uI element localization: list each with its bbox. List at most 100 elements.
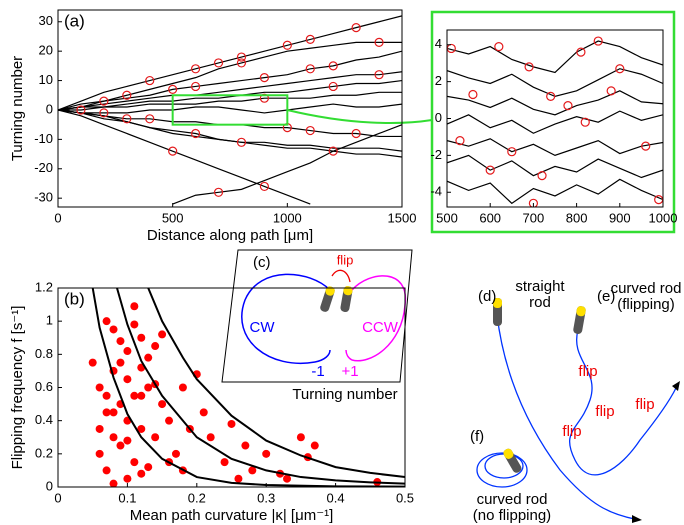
panel-label: (f) <box>470 428 484 445</box>
point <box>102 408 111 417</box>
y-tick-label: -2 <box>430 147 442 162</box>
point <box>109 408 118 417</box>
point <box>102 317 111 326</box>
point <box>144 383 153 392</box>
point <box>130 458 139 467</box>
flip-event <box>282 40 292 50</box>
plot <box>447 36 663 207</box>
inset-frame <box>430 10 676 234</box>
point <box>310 441 319 450</box>
flip-event <box>168 146 178 156</box>
rod-head <box>493 298 502 308</box>
flip-label: flip <box>337 252 354 267</box>
point <box>151 342 160 351</box>
x-tick-label: 0 <box>54 490 61 505</box>
flip-event <box>328 61 338 71</box>
point <box>283 474 292 483</box>
flip-event <box>576 47 586 57</box>
flip-event <box>374 37 384 47</box>
point <box>165 416 174 425</box>
y-tick-label: 4 <box>435 36 442 51</box>
point <box>248 466 257 475</box>
flip-event <box>213 187 224 197</box>
point <box>171 449 180 458</box>
point <box>206 433 215 442</box>
flip-event <box>213 58 224 68</box>
panel-label: (d) <box>478 288 496 305</box>
y-tick-label: 1 <box>46 313 53 328</box>
rod-head <box>503 448 514 459</box>
x-axis-label: Mean path curvature |κ| [μm⁻¹] <box>130 507 334 524</box>
flip-event <box>524 62 534 72</box>
point <box>137 424 146 433</box>
point <box>95 424 104 433</box>
series-line <box>447 178 663 205</box>
zoom-connector <box>287 108 433 124</box>
series-line <box>58 103 402 114</box>
y-tick-label: 0.2 <box>35 445 53 460</box>
path-f <box>476 452 528 488</box>
flip-event <box>537 171 547 181</box>
y-tick-label: 20 <box>39 43 53 58</box>
point <box>109 325 118 334</box>
flip-event <box>191 128 201 139</box>
minus-label: -1 <box>311 363 324 380</box>
panels-def: (d) straight rod (e) curved rod (flippin… <box>470 278 681 524</box>
y-tick-label: 0 <box>435 110 442 125</box>
series-line <box>147 288 405 479</box>
caption: Turning number <box>292 386 397 403</box>
flip-event <box>328 81 338 92</box>
point <box>241 441 250 450</box>
flip-event <box>259 181 269 192</box>
y-tick-label: 10 <box>39 72 53 87</box>
panel-c: (c) flip CW CCW -1 +1 Turning number <box>221 249 413 403</box>
series-line <box>447 154 663 179</box>
x-tick-label: 0 <box>54 210 61 225</box>
point <box>123 474 132 483</box>
flip-event <box>528 198 538 207</box>
flip-event <box>455 136 465 146</box>
point <box>109 433 118 442</box>
point <box>116 358 125 367</box>
flip-event <box>236 137 247 147</box>
panel-label: (a) <box>64 11 85 30</box>
series-line <box>447 138 663 157</box>
x-tick-label: 0.1 <box>118 490 136 505</box>
flip-event <box>641 141 651 151</box>
y-tick-label: 0 <box>46 478 53 493</box>
panel-label: (c) <box>253 254 271 271</box>
flip-event <box>507 147 517 157</box>
arrow-head <box>672 381 680 391</box>
series-line <box>116 288 405 485</box>
flip-event <box>259 93 269 103</box>
point <box>178 383 187 392</box>
point <box>262 449 271 458</box>
zoom-box <box>171 94 289 126</box>
point <box>151 433 160 442</box>
x-tick-label: 1000 <box>273 210 302 225</box>
x-tick-label: 500 <box>436 210 458 225</box>
series-line <box>58 109 402 138</box>
flip-label: flip <box>635 396 654 413</box>
series-line <box>447 40 663 74</box>
y-tick-label: 0 <box>46 101 53 116</box>
y-tick-label: 0.8 <box>35 346 53 361</box>
point <box>137 469 146 478</box>
series-line <box>58 71 402 111</box>
point <box>158 330 167 339</box>
arrow-head <box>632 515 642 523</box>
flip-label: flip <box>562 423 581 440</box>
flip-event <box>580 117 590 127</box>
point <box>137 391 146 400</box>
point <box>137 333 146 342</box>
point <box>109 479 118 487</box>
series-line <box>58 109 402 152</box>
flip-event <box>328 146 338 156</box>
flip-event <box>305 125 315 136</box>
axes-frame <box>446 29 664 208</box>
x-tick-label: 500 <box>162 210 184 225</box>
point <box>130 391 139 400</box>
point <box>116 337 125 346</box>
flip-event <box>351 128 361 139</box>
y-tick-label: 2 <box>435 73 442 88</box>
